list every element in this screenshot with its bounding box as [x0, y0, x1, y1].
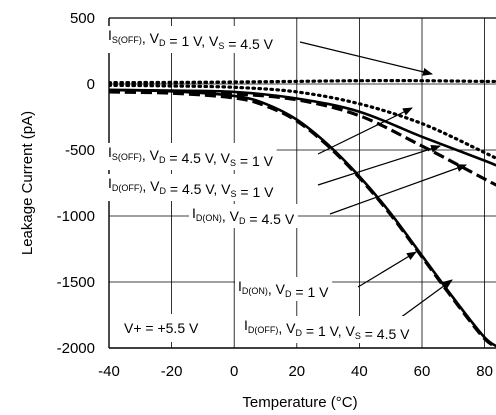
y-tick-label: -500	[65, 142, 95, 159]
annotation-background-6	[241, 316, 414, 343]
annotation-background-3	[105, 174, 278, 201]
annotation-label-3: ID(OFF), VD = 4.5 V, VS = 1 V	[108, 175, 274, 200]
annotation-background-2	[105, 143, 277, 170]
x-tick-label: 20	[288, 363, 305, 380]
annotation-background-4	[189, 204, 298, 228]
y-tick-label: 0	[87, 76, 95, 93]
x-tick-label: 40	[351, 363, 368, 380]
tick-labels: -40 -20 0 20 40 60 80 500 0 -500 -1000 -1500 -2000	[57, 10, 493, 380]
x-tick-label: -20	[161, 363, 183, 380]
series-line-2	[109, 83, 496, 161]
x-tick-label: 80	[476, 363, 493, 380]
series-line-3	[109, 90, 496, 187]
annotation-leader-2	[317, 107, 413, 155]
x-tick-label: -40	[98, 363, 120, 380]
annotation-label-6: ID(OFF), VD = 1 V, VS = 4.5 V	[244, 317, 410, 342]
annotation-background-5	[235, 277, 333, 301]
series-annotations: IS(OFF), VD = 1 V, VS = 4.5 V IS(OFF), VD…	[105, 26, 467, 343]
annotation-background-1	[105, 26, 277, 53]
x-tick-label: 0	[230, 363, 238, 380]
series-line-1	[109, 79, 496, 85]
annotation-leader-4	[329, 164, 467, 215]
condition-label: V+ = +5.5 V	[124, 320, 199, 336]
condition-box	[112, 314, 222, 342]
series-line-5	[109, 88, 496, 348]
y-tick-label: 500	[70, 10, 95, 27]
y-tick-label: -1500	[57, 274, 95, 291]
y-tick-label: -1000	[57, 208, 95, 225]
series-lines	[109, 79, 496, 348]
y-axis-label: Leakage Current (pA)	[19, 111, 36, 255]
annotation-label-5: ID(ON), VD = 1 V	[238, 278, 329, 300]
series-line-6	[109, 90, 496, 348]
annotation-label-1: IS(OFF), VD = 1 V, VS = 4.5 V	[108, 27, 274, 52]
y-tick-label: -2000	[57, 340, 95, 357]
annotation-leader-3	[317, 144, 441, 186]
annotation-leader-6	[399, 279, 453, 319]
annotation-leader-5	[357, 251, 417, 288]
x-tick-label: 60	[414, 363, 431, 380]
annotation-label-2: IS(OFF), VD = 4.5 V, VS = 1 V	[108, 144, 274, 169]
x-axis-label: Temperature (°C)	[242, 394, 357, 411]
annotation-leader-1	[299, 41, 433, 76]
annotation-label-4: ID(ON), VD = 4.5 V	[192, 205, 295, 227]
